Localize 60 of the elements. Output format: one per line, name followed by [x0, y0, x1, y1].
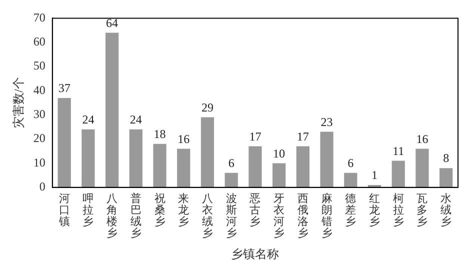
y-tick-label: 10 — [33, 155, 46, 170]
bar — [129, 129, 142, 188]
data-label: 1 — [371, 168, 378, 182]
data-label: 6 — [228, 156, 234, 170]
x-tick-label: 牙衣河乡 — [274, 193, 285, 240]
data-label: 23 — [320, 114, 333, 129]
data-label: 11 — [392, 144, 404, 158]
data-label: 29 — [201, 100, 214, 114]
x-tick-label: 恶古乡 — [248, 193, 261, 228]
bar — [58, 98, 71, 188]
x-tick-label: 祝桑乡 — [154, 192, 166, 228]
y-tick-label: 70 — [33, 10, 46, 24]
x-tick-label: 红龙乡 — [368, 193, 380, 228]
bar — [416, 148, 429, 188]
bar — [392, 160, 405, 188]
data-label: 37 — [58, 81, 70, 96]
data-label: 24 — [82, 112, 94, 127]
x-tick-label: 八角楼乡 — [106, 193, 118, 240]
bar — [105, 32, 119, 188]
x-tick-label: 西俄洛乡 — [297, 193, 308, 240]
x-tick-label: 波斯河乡 — [226, 192, 237, 240]
data-label: 6 — [348, 156, 354, 170]
bar — [344, 172, 358, 188]
bar — [440, 168, 453, 188]
y-tick-label: 40 — [33, 82, 46, 97]
y-tick-label: 30 — [33, 107, 46, 122]
data-label: 17 — [249, 129, 262, 144]
y-tick-label: 60 — [33, 34, 46, 49]
x-tick-label: 八衣绒乡 — [202, 193, 213, 240]
data-label: 17 — [296, 129, 309, 144]
data-label: 18 — [154, 127, 166, 142]
bar — [153, 144, 166, 188]
y-tick-label: 20 — [33, 131, 46, 146]
x-tick-label: 来龙乡 — [178, 192, 190, 228]
bar — [200, 117, 214, 188]
bar — [296, 146, 310, 188]
bar — [224, 172, 238, 188]
x-tick-label: 普巴绒乡 — [130, 192, 142, 240]
y-tick-label: 0 — [39, 180, 46, 194]
x-tick-label: 呷拉乡 — [82, 193, 94, 228]
y-tick-label: 50 — [33, 58, 46, 73]
x-tick-label: 麻朗错乡 — [320, 192, 332, 240]
bar — [248, 146, 262, 188]
bar — [177, 148, 190, 188]
x-tick-label: 河口镇 — [58, 193, 70, 228]
data-label: 10 — [273, 146, 286, 160]
x-tick-label: 瓦多乡 — [416, 193, 428, 228]
y-axis-title: 灾害数/个 — [11, 77, 26, 128]
bar — [272, 163, 286, 188]
x-axis-title: 乡镇名称 — [231, 246, 280, 261]
bar — [82, 129, 95, 188]
x-tick-label: 水绒乡 — [440, 192, 452, 228]
data-label: 24 — [130, 112, 142, 127]
data-label: 8 — [443, 151, 450, 166]
x-tick-label: 柯拉乡 — [392, 193, 404, 228]
bar — [320, 132, 334, 188]
data-label: 16 — [178, 132, 190, 146]
data-label: 16 — [416, 132, 428, 146]
x-tick-label: 德差乡 — [345, 193, 356, 228]
data-label: 64 — [106, 16, 118, 30]
